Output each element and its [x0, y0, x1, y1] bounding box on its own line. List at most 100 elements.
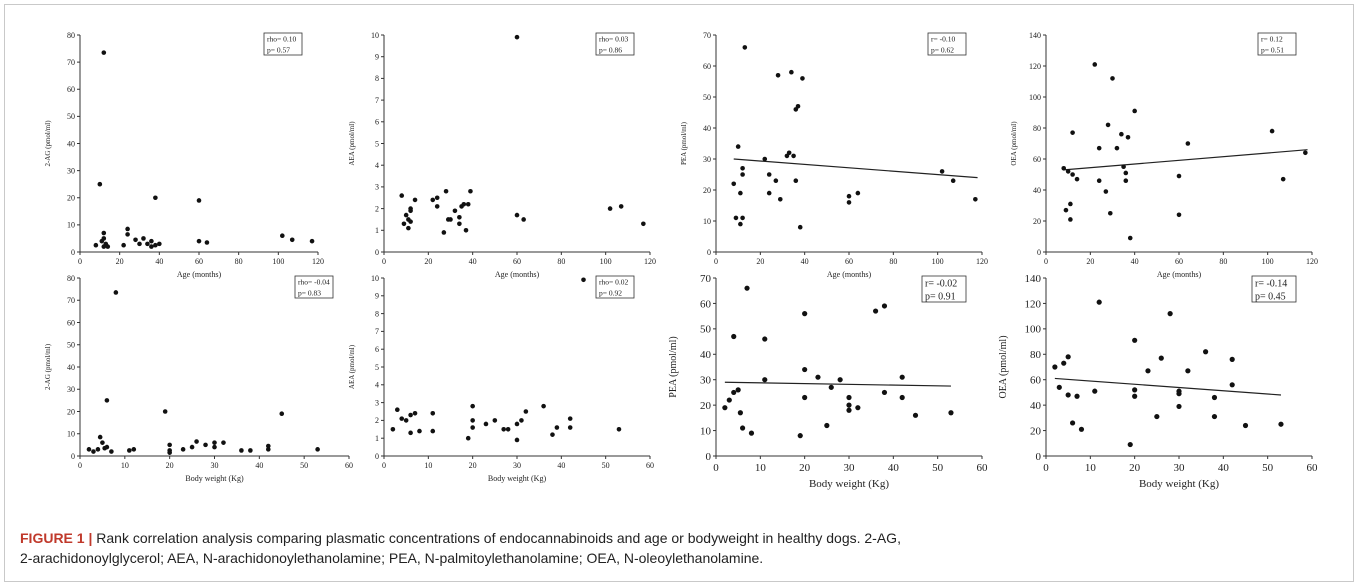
chart-3-data-point [846, 193, 852, 199]
chart-2-data-point [430, 197, 436, 203]
chart-2-x-tick-label: 40 [469, 257, 477, 266]
chart-4-data-point [1068, 217, 1073, 222]
chart-5-data-point [315, 447, 320, 452]
chart-8-data-point [1065, 392, 1071, 398]
chart-6-data-point [505, 427, 511, 432]
chart-7-data-point [762, 377, 768, 383]
chart-5-data-point [189, 444, 195, 450]
chart-1-data-point [149, 238, 154, 244]
chart-6-data-point [519, 418, 524, 423]
chart-5-y-axis-label: 2-AG (pmol/ml) [44, 343, 52, 390]
chart-1-x-tick-label: 80 [235, 257, 243, 266]
chart-1-data-point [105, 244, 111, 249]
chart-5-data-point [266, 443, 271, 449]
chart-8-data-point [1078, 426, 1085, 432]
chart-3-stats-label: r= -0.10 [931, 35, 955, 44]
chart-4-data-point [1303, 150, 1308, 156]
chart-3-trend-line [733, 158, 978, 179]
chart-4-x-tick-label: 100 [1262, 257, 1274, 266]
chart-5-x-tick-label: 0 [78, 461, 82, 470]
chart-2-data-point [434, 195, 440, 201]
chart-8-data-point [1061, 360, 1067, 366]
chart-4-data-point [1063, 207, 1069, 213]
chart-4-trend-line [1063, 149, 1308, 171]
chart-3-data-point [740, 166, 745, 171]
chart-4-data-point [1110, 76, 1115, 81]
chart-6-data-point [541, 403, 546, 409]
chart-3-data-point [791, 153, 796, 159]
chart-8-x-tick-label: 50 [1262, 462, 1274, 474]
chart-5-data-point [266, 447, 271, 452]
chart-7-x-tick-label: 0 [713, 462, 719, 474]
chart-5-data-point [127, 448, 132, 453]
chart-7-data-point [735, 387, 741, 393]
chart-3: 0 20 40 60 80 100 120 0 10 20 30 40 50 60 70 Age (month… [680, 31, 988, 279]
chart-7-stats-label: r= -0.02 [925, 279, 957, 290]
chart-7-data-point [855, 405, 861, 411]
chart-2: 0 20 40 60 80 100 120 0 1 2 3 4 5 6 7 8 9 10 Age (months) A… [348, 31, 656, 279]
chart-6-x-axis-label: Body weight (Kg) [488, 474, 547, 483]
chart-4-data-point [1125, 135, 1131, 140]
chart-6-y-tick-label: 10 [371, 274, 379, 283]
chart-8-y-tick-label: 120 [1025, 298, 1042, 310]
chart-7-data-point [881, 303, 888, 309]
chart-1-data-point [204, 240, 210, 245]
chart-7-data-point [762, 336, 768, 342]
chart-7-stats-box [921, 275, 967, 303]
chart-1-stats-label: rho= 0.10 [267, 35, 296, 44]
chart-1-x-tick-label: 100 [272, 257, 284, 266]
chart-5-stats-label: rho= -0.04 [298, 278, 330, 287]
chart-5-x-tick-label: 50 [300, 461, 308, 470]
chart-3-data-point [735, 144, 741, 149]
chart-5-y-tick-label: 40 [67, 363, 75, 372]
chart-1-data-point [280, 233, 285, 239]
figure-caption-line-1: FIGURE 1 | Rank correlation analysis com… [20, 530, 901, 546]
chart-8-data-point [1167, 311, 1173, 317]
chart-8-data-point [1185, 368, 1191, 374]
chart-6-x-tick-label: 60 [646, 461, 654, 470]
chart-3-x-tick-label: 0 [714, 257, 718, 266]
chart-6-stats-box [595, 275, 635, 299]
chart-3-x-axis-label: Age (months) [827, 270, 872, 279]
chart-7-data-point [797, 433, 803, 439]
chart-8-x-tick-label: 10 [1085, 462, 1097, 474]
chart-1-y-tick-label: 10 [67, 221, 75, 230]
chart-3-data-point [738, 221, 743, 227]
chart-1-x-tick-label: 40 [155, 257, 163, 266]
chart-8-y-tick-label: 0 [1036, 451, 1042, 463]
chart-7-y-tick-label: 50 [700, 324, 712, 336]
chart-4-data-point [1068, 201, 1073, 207]
chart-5-data-point [248, 448, 253, 453]
chart-5-data-point [180, 447, 186, 452]
chart-6-data-point [395, 407, 400, 413]
chart-4-data-point [1103, 189, 1109, 194]
figure-caption-line-2: 2-arachidonoylglycerol; AEA, N-arachidon… [20, 550, 764, 566]
chart-2-data-point [457, 221, 462, 227]
chart-3-data-point [786, 150, 792, 156]
chart-6: 0 10 20 30 40 50 60 0 1 2 3 4 5 6 7 8 9 10 Body weight (Kg… [348, 274, 654, 483]
chart-2-data-point [401, 221, 407, 227]
chart-8-data-point [1132, 337, 1138, 343]
chart-6-y-tick-label: 8 [375, 309, 379, 318]
chart-6-y-tick-label: 4 [375, 381, 379, 390]
chart-4-x-tick-label: 0 [1044, 257, 1048, 266]
chart-6-data-point [390, 427, 396, 432]
chart-8-x-tick-label: 30 [1174, 462, 1186, 474]
chart-7-x-tick-label: 30 [844, 462, 856, 474]
chart-6-data-point [550, 432, 555, 437]
chart-3-y-tick-label: 70 [703, 31, 711, 40]
chart-2-x-axis-label: Age (months) [495, 270, 540, 279]
chart-4-y-axis-label: OEA (pmol/ml) [1010, 121, 1018, 166]
chart-6-y-tick-label: 6 [375, 345, 379, 354]
chart-2-data-point [406, 225, 411, 231]
chart-6-y-tick-label: 0 [375, 452, 379, 461]
chart-5: 0 10 20 30 40 50 60 0 10 20 30 40 50 60 70 80 Body weigh… [44, 274, 353, 483]
chart-4-data-point [1074, 176, 1080, 182]
chart-2-y-tick-label: 4 [375, 161, 379, 170]
chart-4-data-point [1176, 173, 1182, 179]
chart-5-y-tick-label: 50 [67, 341, 75, 350]
chart-1-data-point [137, 241, 142, 247]
chart-8-data-point [1176, 403, 1182, 410]
chart-2-y-tick-label: 5 [375, 139, 379, 148]
chart-6-data-point [403, 418, 409, 423]
